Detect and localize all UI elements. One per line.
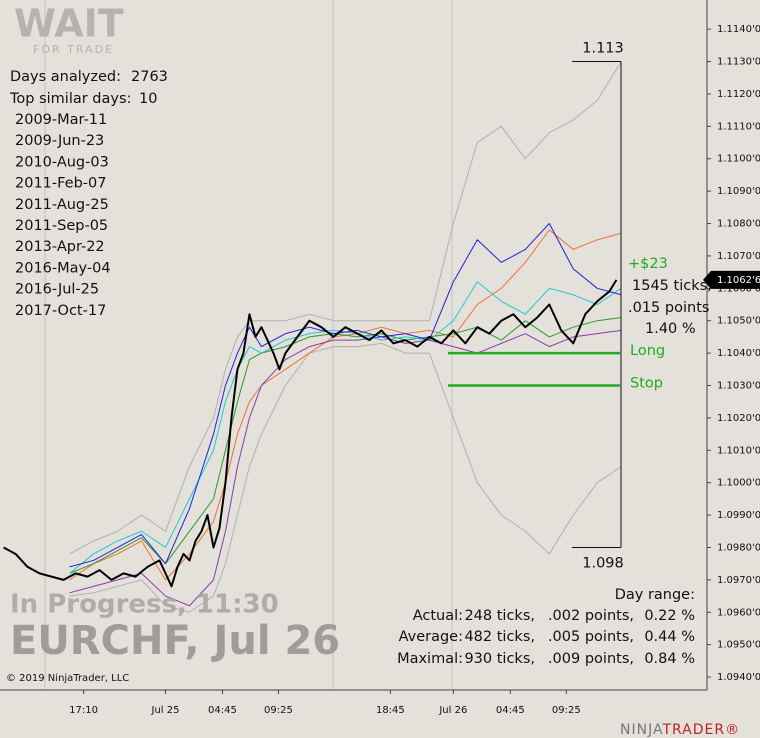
day-range-cell: 0.22 % bbox=[644, 608, 695, 624]
x-tick-label: 09:25 bbox=[264, 705, 293, 716]
y-tick-label: 1.1130'0 bbox=[717, 57, 760, 68]
logo: WAIT bbox=[14, 2, 124, 46]
target-ticks: 1545 ticks, bbox=[632, 278, 712, 294]
brand-trader: TRADER® bbox=[661, 722, 740, 738]
series-line bbox=[69, 281, 622, 574]
day-range-cell: 930 ticks, bbox=[464, 651, 535, 667]
similar-day: 2011-Feb-07 bbox=[15, 176, 107, 192]
brand: NINJATRADER® bbox=[620, 722, 740, 738]
copyright: © 2019 NinjaTrader, LLC bbox=[6, 673, 129, 684]
range-high-label: 1.113 bbox=[582, 41, 624, 57]
x-tick-label: 18:45 bbox=[376, 705, 405, 716]
day-range-cell: .002 points, bbox=[548, 608, 634, 624]
y-tick-label: 1.1010'0 bbox=[717, 445, 760, 456]
brand-ninja: NINJA bbox=[620, 722, 663, 738]
series-group bbox=[3, 61, 622, 613]
target-profit: +$23 bbox=[628, 256, 668, 272]
series-line bbox=[69, 223, 622, 568]
day-range-cell: Average: bbox=[399, 629, 463, 645]
target-percent: 1.40 % bbox=[645, 321, 696, 337]
similar-days-label: Top similar days: bbox=[9, 91, 131, 107]
x-tick-label: 09:25 bbox=[552, 705, 581, 716]
y-tick-label: 1.1090'0 bbox=[717, 186, 760, 197]
y-tick-label: 1.0940'0 bbox=[717, 672, 760, 683]
similar-day: 2011-Aug-25 bbox=[15, 197, 109, 213]
target-points: .015 points bbox=[628, 300, 709, 316]
similar-days-count: 10 bbox=[139, 91, 157, 107]
y-tick-label: 1.1120'0 bbox=[717, 89, 760, 100]
similar-day: 2017-Oct-17 bbox=[15, 303, 106, 319]
y-tick-label: 1.1050'0 bbox=[717, 316, 760, 327]
day-range-cell: 248 ticks, bbox=[464, 608, 535, 624]
x-tick-label: 04:45 bbox=[496, 705, 525, 716]
chart-title: EURCHF, Jul 26 bbox=[10, 618, 340, 664]
similar-day: 2009-Jun-23 bbox=[15, 133, 104, 149]
price-tag-label: 1.1062'6 bbox=[717, 275, 760, 286]
series-line bbox=[69, 229, 622, 581]
y-tick-label: 1.1000'0 bbox=[717, 478, 760, 489]
range-low-label: 1.098 bbox=[582, 555, 624, 571]
day-range-cell: 482 ticks, bbox=[464, 629, 535, 645]
day-range-cell: .009 points, bbox=[548, 651, 634, 667]
y-tick-label: 1.1030'0 bbox=[717, 380, 760, 391]
level-label: Long bbox=[630, 343, 665, 359]
similar-day: 2013-Apr-22 bbox=[15, 239, 105, 255]
series-line bbox=[69, 342, 622, 613]
y-tick-label: 1.0950'0 bbox=[717, 640, 760, 651]
series-line bbox=[3, 279, 618, 588]
day-range-cell: Actual: bbox=[413, 608, 463, 624]
day-range-cell: 0.84 % bbox=[644, 651, 695, 667]
series-line bbox=[69, 61, 622, 555]
similar-days: 2009-Mar-11 2009-Jun-23 2010-Aug-03 2011-Fe… bbox=[15, 112, 111, 319]
logo-tagline: FOR TRADE bbox=[33, 43, 114, 56]
similar-day: 2016-Jul-25 bbox=[15, 282, 99, 298]
y-tick-label: 1.1140'0 bbox=[717, 24, 760, 35]
y-tick-label: 1.1100'0 bbox=[717, 154, 760, 165]
day-range-table: Actual: 248 ticks, .002 points, 0.22 % Avera… bbox=[397, 608, 695, 667]
y-tick-label: 1.0960'0 bbox=[717, 607, 760, 618]
level-label: Stop bbox=[630, 375, 663, 391]
status: In Progress, 11:30 bbox=[10, 590, 279, 620]
y-tick-label: 1.1070'0 bbox=[717, 251, 760, 262]
days-analyzed: 2763 bbox=[131, 69, 168, 85]
y-tick-label: 1.0990'0 bbox=[717, 510, 760, 521]
price-tag bbox=[703, 270, 760, 289]
y-tick-label: 1.1110'0 bbox=[717, 121, 760, 132]
y-tick-label: 1.0980'0 bbox=[717, 542, 760, 553]
similar-day: 2016-May-04 bbox=[15, 260, 111, 276]
x-tick-label: Jul 26 bbox=[438, 705, 467, 716]
y-tick-label: 1.1080'0 bbox=[717, 219, 760, 230]
day-range-title: Day range: bbox=[615, 587, 695, 603]
x-tick-label: Jul 25 bbox=[151, 705, 180, 716]
similar-day: 2009-Mar-11 bbox=[15, 112, 107, 128]
days-analyzed-label: Days analyzed: bbox=[10, 69, 121, 85]
day-range-cell: .005 points, bbox=[548, 629, 634, 645]
x-tick-label: 04:45 bbox=[208, 705, 237, 716]
x-tick-label: 17:10 bbox=[69, 705, 98, 716]
day-range-cell: Maximal: bbox=[397, 651, 463, 667]
similar-day: 2010-Aug-03 bbox=[15, 154, 109, 170]
series-line bbox=[69, 329, 622, 607]
day-range-cell: 0.44 % bbox=[644, 629, 695, 645]
svg-text:NINJATRADER®: NINJATRADER® bbox=[620, 722, 740, 738]
similar-day: 2011-Sep-05 bbox=[15, 218, 108, 234]
y-tick-label: 1.0970'0 bbox=[717, 575, 760, 586]
y-tick-label: 1.1020'0 bbox=[717, 413, 760, 424]
y-tick-label: 1.1040'0 bbox=[717, 348, 760, 359]
